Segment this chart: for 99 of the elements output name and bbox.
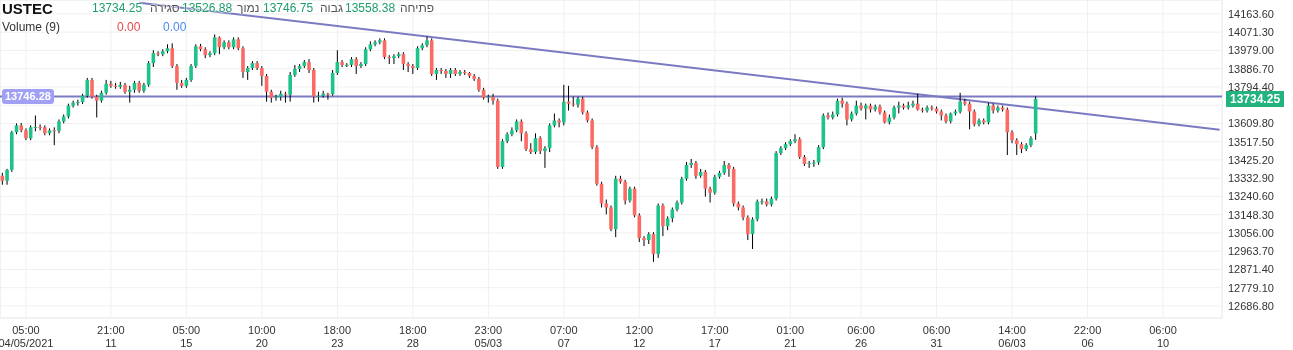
x-tick-label: 06:00 26 (847, 324, 875, 350)
y-tick-label: 13609.80 (1228, 117, 1274, 130)
candlestick (576, 96, 580, 109)
candlestick (208, 50, 212, 58)
candlestick (444, 68, 448, 79)
x-tick-label: 12:00 12 (625, 324, 654, 350)
candlestick (392, 53, 396, 65)
candlestick (175, 63, 179, 91)
candlestick (71, 100, 75, 109)
candlestick (241, 45, 245, 79)
x-tick-label: 06:00 10 (1149, 324, 1177, 350)
candlestick (713, 174, 717, 196)
y-tick-label: 12963.70 (1228, 245, 1274, 258)
candlestick (609, 204, 613, 232)
x-tick-label: 01:00 21 (776, 324, 805, 350)
y-tick-label: 13425.20 (1228, 153, 1274, 166)
candlestick (543, 145, 547, 169)
candlestick (571, 96, 576, 108)
candlestick (406, 61, 410, 73)
candlestick (623, 179, 627, 205)
candlestick (925, 105, 929, 114)
candlestick (793, 133, 797, 144)
candlestick (755, 199, 760, 222)
x-tick-label: 07:00 07 (550, 324, 578, 350)
candlestick (510, 126, 514, 137)
candlestick (293, 64, 297, 78)
x-tick-label: 10:00 20 (248, 324, 276, 350)
x-tick-label: 14:00 06/03 (998, 324, 1026, 350)
candlestick (340, 59, 344, 68)
annotation: 13746.75 (263, 1, 314, 15)
x-tick-label: 06:00 31 (922, 324, 951, 350)
x-tick-label: 22:00 06 (1073, 324, 1102, 350)
annotation: 13734.25 (92, 1, 143, 15)
candlestick (326, 92, 330, 101)
x-tick-label: 18:00 28 (399, 324, 427, 350)
y-tick-label: 13056.00 (1228, 226, 1274, 239)
y-tick-label: 13886.70 (1228, 62, 1274, 75)
y-tick-label: 13240.60 (1228, 190, 1274, 203)
y-tick-label: 13794.40 (1228, 80, 1274, 93)
candlestick (439, 67, 443, 75)
candlestick (911, 100, 915, 109)
candlestick (797, 136, 802, 160)
candlestick (260, 65, 264, 87)
y-tick-label: 13332.90 (1228, 172, 1274, 185)
candlestick (679, 176, 684, 205)
candlestick (288, 71, 292, 103)
candlestick (642, 235, 646, 247)
ref-line-label: 13746.28 (2, 89, 54, 105)
candlestick (708, 186, 712, 204)
annotation: גבוה (320, 1, 343, 15)
candlestick (760, 198, 764, 205)
candlestick (746, 214, 750, 241)
x-tick-label: 05:00 15 (172, 324, 201, 350)
annotation: פתיחה (400, 1, 434, 15)
candlestick (845, 101, 849, 126)
annotation: Volume (9) (2, 20, 61, 34)
y-tick-label: 14163.60 (1228, 7, 1274, 20)
candlestick (109, 80, 113, 89)
y-tick-label: 13517.50 (1228, 135, 1274, 148)
x-tick-label: 23:00 05/03 (474, 324, 503, 350)
candlestick (524, 130, 528, 152)
candlestick (562, 84, 566, 126)
candlestick (373, 39, 377, 47)
candlestick (557, 117, 561, 128)
candlestick (194, 43, 198, 69)
candlestick (170, 42, 175, 69)
candlestick (977, 117, 981, 127)
text: 13734.25 (1226, 90, 1285, 107)
candlestick (963, 98, 967, 107)
candlestick (359, 61, 363, 69)
candlestick (859, 102, 863, 112)
chart-title: USTEC (2, 0, 53, 17)
x-tick-label: 17:00 17 (701, 324, 729, 350)
y-tick-label: 14071.30 (1228, 26, 1274, 39)
annotation: 0.00 (163, 20, 187, 34)
candlestick (85, 77, 90, 99)
x-tick-label: 21:00 11 (97, 324, 125, 350)
candlestick (156, 50, 160, 57)
candlestick (996, 105, 1000, 114)
candlestick (661, 203, 665, 237)
candlestick (274, 94, 278, 102)
x-tick-label: 18:00 23 (323, 324, 352, 350)
candlestick (52, 126, 57, 146)
candlestick (425, 35, 429, 48)
candlestick (727, 162, 731, 178)
y-tick-label: 12686.80 (1228, 299, 1274, 312)
y-tick-label: 13979.00 (1228, 44, 1274, 57)
annotation: 13558.38 (345, 1, 396, 15)
annotation: 0.00 (117, 20, 141, 34)
candlestick (94, 94, 99, 118)
candlestick (826, 112, 830, 120)
candlestick (90, 77, 94, 100)
candlestick (458, 69, 462, 77)
annotation: נמוך (237, 1, 260, 15)
candlestick (958, 92, 962, 115)
y-tick-label: 12871.40 (1228, 263, 1274, 276)
y-tick-label: 13148.30 (1228, 208, 1274, 221)
y-tick-label: 12779.10 (1228, 281, 1274, 294)
candlestick (491, 93, 495, 106)
